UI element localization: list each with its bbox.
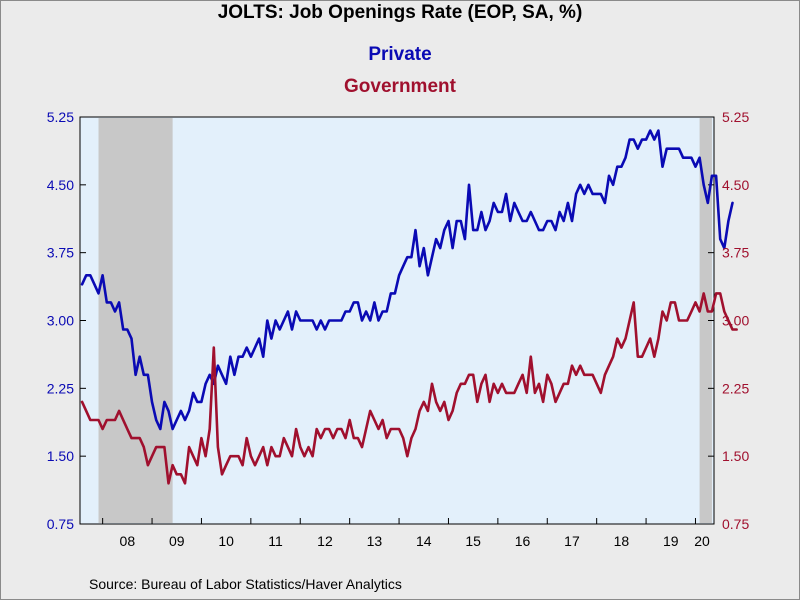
y-tick-label-right-4: 3.75 [722, 245, 749, 261]
x-tick-label-19: 19 [663, 533, 679, 549]
chart-title: JOLTS: Job Openings Rate (EOP, SA, %) [217, 2, 583, 23]
y-axis-right-labels: 0.75 1.50 2.25 3.00 3.75 4.50 5.25 [722, 109, 749, 532]
x-tick-label-13: 13 [367, 533, 383, 549]
y-tick-label-left-2: 2.25 [47, 380, 74, 396]
legend-government: Government [344, 76, 456, 97]
recession-band-2 [699, 118, 712, 523]
tick-marks [80, 116, 714, 525]
x-tick-label-11: 11 [268, 533, 283, 549]
y-tick-label-left-5: 4.50 [47, 177, 74, 193]
legend-private: Private [368, 44, 432, 65]
x-tick-label-17: 17 [564, 533, 580, 549]
x-tick-label-08: 08 [120, 533, 136, 549]
y-tick-label-right-1: 1.50 [722, 448, 749, 464]
x-tick-label-09: 09 [169, 533, 185, 549]
y-tick-label-right-2: 2.25 [722, 380, 749, 396]
x-tick-label-14: 14 [416, 533, 432, 549]
y-tick-label-right-0: 0.75 [722, 516, 749, 532]
source-note: Source: Bureau of Labor Statistics/Haver… [89, 576, 402, 592]
x-tick-label-15: 15 [465, 533, 481, 549]
x-tick-label-20: 20 [694, 533, 710, 549]
y-tick-label-left-1: 1.50 [47, 448, 74, 464]
series-lines [80, 129, 738, 485]
x-tick-label-12: 12 [317, 533, 333, 549]
y-tick-label-left-0: 0.75 [47, 516, 74, 532]
y-tick-label-right-5: 4.50 [722, 177, 749, 193]
plot-area [80, 117, 714, 524]
y-tick-label-right-6: 5.25 [722, 109, 749, 125]
y-tick-label-left-4: 3.75 [47, 245, 74, 261]
y-tick-label-left-3: 3.00 [47, 313, 74, 329]
x-tick-label-16: 16 [515, 533, 531, 549]
x-tick-label-10: 10 [218, 533, 234, 549]
recession-band-1 [98, 118, 173, 523]
y-tick-label-right-3: 3.00 [722, 313, 749, 329]
x-tick-label-18: 18 [614, 533, 630, 549]
x-axis-labels: 08 09 10 11 12 13 14 15 16 17 18 19 20 [120, 533, 710, 549]
y-tick-label-left-6: 5.25 [47, 109, 74, 125]
series-line-private [80, 129, 734, 431]
recession-shading [98, 118, 712, 523]
y-axis-left-labels: 0.75 1.50 2.25 3.00 3.75 4.50 5.25 [47, 109, 74, 532]
series-line-government [80, 292, 738, 485]
